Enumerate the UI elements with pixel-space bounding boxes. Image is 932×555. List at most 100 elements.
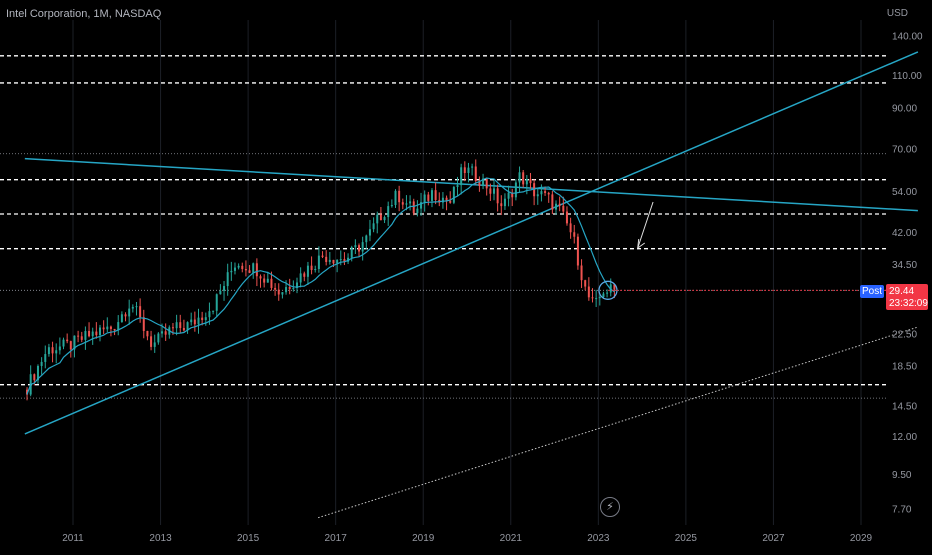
candle-body xyxy=(482,178,485,186)
candle-body xyxy=(219,290,222,295)
candle-body xyxy=(288,287,291,289)
candle-body xyxy=(606,292,609,294)
candle-body xyxy=(171,327,174,329)
last-price: 29.44 xyxy=(889,286,915,297)
candle-body xyxy=(248,270,251,273)
candles xyxy=(26,159,616,401)
candle-body xyxy=(423,194,426,203)
candle-body xyxy=(77,335,80,337)
candle-body xyxy=(565,211,568,224)
candle-body xyxy=(525,178,528,185)
candle-body xyxy=(587,286,590,298)
candle-body xyxy=(102,327,105,330)
x-tick-label: 2027 xyxy=(762,533,785,544)
candle-body xyxy=(551,194,554,210)
candle-body xyxy=(445,197,448,201)
candle-body xyxy=(26,389,29,395)
candle-body xyxy=(113,328,116,331)
candle-body xyxy=(66,339,69,342)
x-tick-label: 2011 xyxy=(62,533,84,544)
y-axis[interactable]: 140.00 110.00 90.00 70.00 54.00 42.00 34.50 22.… xyxy=(892,32,923,516)
y-tick-label: 34.50 xyxy=(892,260,917,271)
candle-body xyxy=(230,270,233,273)
candle-body xyxy=(321,255,324,257)
candle-body xyxy=(401,202,404,205)
candle-body xyxy=(91,331,94,337)
x-tick-label: 2015 xyxy=(237,533,260,544)
candle-body xyxy=(496,188,499,204)
candle-body xyxy=(233,267,236,271)
candle-body xyxy=(208,311,211,318)
x-axis[interactable]: 2011 2013 2015 2017 2019 2021 2023 2025 2027 2029 xyxy=(62,533,872,544)
candle-body xyxy=(460,167,463,186)
price-badge: 29.44 23:32:09 xyxy=(886,284,928,310)
candle-body xyxy=(474,166,477,182)
candle-body xyxy=(518,172,521,183)
candle-body xyxy=(98,327,101,336)
candle-body xyxy=(179,322,182,328)
candle-body xyxy=(237,265,240,268)
ma-line xyxy=(26,177,615,395)
chart-title: Intel Corporation, 1M, NASDAQ xyxy=(6,8,162,20)
y-tick-label: 14.50 xyxy=(892,401,917,412)
candle-body xyxy=(201,317,204,320)
candle-body xyxy=(109,326,112,329)
y-tick-label: 9.50 xyxy=(892,470,912,481)
candle-body xyxy=(252,263,255,273)
candle-body xyxy=(427,194,430,201)
candle-body xyxy=(182,327,185,331)
candle-body xyxy=(33,374,36,381)
candle-body xyxy=(150,336,153,347)
candle-body xyxy=(372,223,375,230)
candle-body xyxy=(120,314,123,323)
candle-body xyxy=(347,257,350,262)
candle-body xyxy=(317,255,320,270)
candle-body xyxy=(584,280,587,287)
horizontal-levels xyxy=(0,55,886,399)
candle-body xyxy=(467,167,470,174)
annotations xyxy=(598,201,886,300)
x-tick-label: 2025 xyxy=(675,533,698,544)
y-tick-label: 18.50 xyxy=(892,362,917,373)
candle-body xyxy=(80,336,83,340)
candle-body xyxy=(274,287,277,290)
candle-body xyxy=(416,208,419,214)
candle-body xyxy=(540,191,543,195)
candle-body xyxy=(241,265,244,270)
candle-body xyxy=(310,265,313,271)
candle-body xyxy=(255,263,258,277)
candle-body xyxy=(292,288,295,290)
y-tick-label: 140.00 xyxy=(892,32,923,43)
candle-body xyxy=(47,347,50,355)
candle-body xyxy=(277,289,280,295)
candle-body xyxy=(558,203,561,206)
candle-body xyxy=(573,232,576,237)
candle-body xyxy=(463,167,466,174)
candle-body xyxy=(529,178,532,184)
candle-body xyxy=(40,361,43,366)
x-tick-label: 2017 xyxy=(325,533,348,544)
currency-label: USD xyxy=(886,8,908,19)
candle-body xyxy=(576,236,579,266)
candle-body xyxy=(51,347,54,354)
candle-body xyxy=(387,206,390,218)
candle-body xyxy=(456,185,459,187)
candle-body xyxy=(562,205,565,212)
lightning-icon[interactable]: ⚡ xyxy=(600,497,620,517)
candle-body xyxy=(263,278,266,283)
y-tick-label: 12.00 xyxy=(892,432,917,443)
candle-body xyxy=(266,278,269,283)
candle-body xyxy=(555,203,558,210)
candle-body xyxy=(492,188,495,194)
y-tick-label: 90.00 xyxy=(892,104,917,115)
trendline-1 xyxy=(24,157,918,212)
candle-body xyxy=(398,190,401,203)
candle-body xyxy=(175,322,178,329)
trendlines xyxy=(24,51,919,519)
candle-body xyxy=(69,341,72,350)
candle-body xyxy=(452,186,455,203)
candle-body xyxy=(186,322,189,331)
candle-body xyxy=(547,192,550,195)
